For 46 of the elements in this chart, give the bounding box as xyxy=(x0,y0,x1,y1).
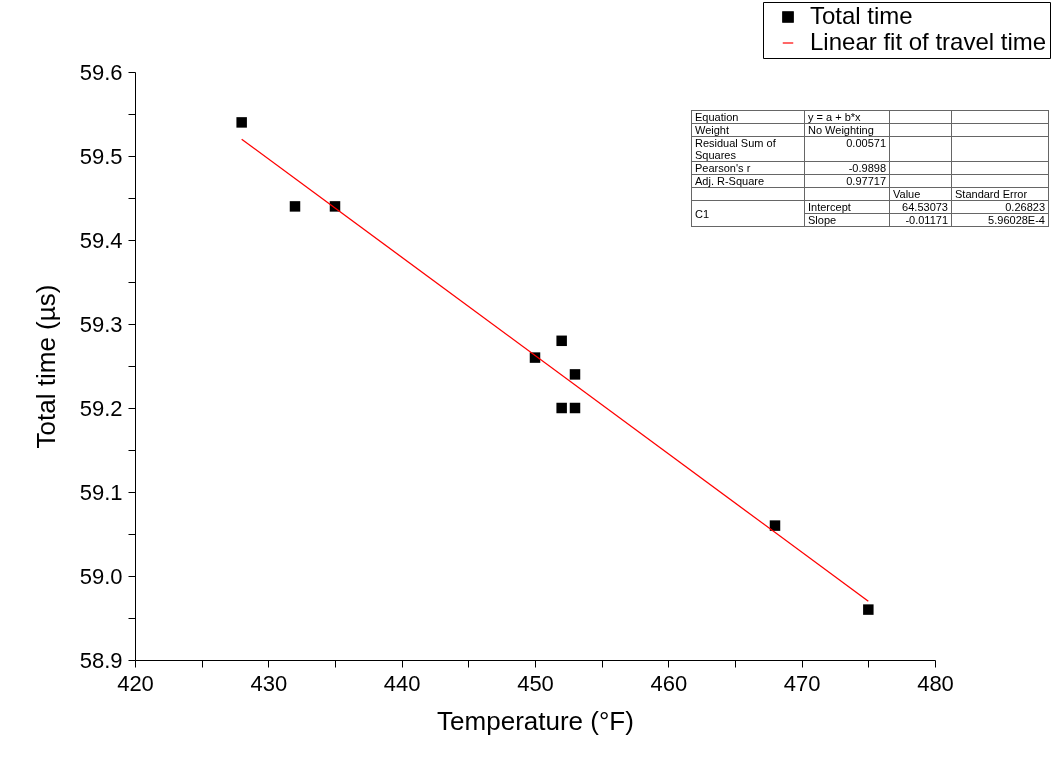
annotation: Value xyxy=(889,187,952,201)
annotation: -0.01171 xyxy=(889,213,952,227)
annotation: No Weighting xyxy=(804,123,890,137)
y-tick-label: 58.9 xyxy=(79,647,123,673)
point xyxy=(289,201,301,212)
point xyxy=(569,369,581,380)
y-tick-label: 59.3 xyxy=(79,311,123,337)
annotation: Residual Sum of Squares xyxy=(691,136,805,162)
annotation: Pearson's r xyxy=(691,161,805,175)
x-tick-label: 460 xyxy=(650,670,688,696)
annotation: 0.00571 xyxy=(804,136,890,162)
x-tick-label: 480 xyxy=(917,670,954,696)
point xyxy=(863,604,874,615)
point xyxy=(569,402,581,414)
y-tick-label: 59.0 xyxy=(79,563,123,589)
annotation: Slope xyxy=(804,213,890,227)
y-tick-label: 59.1 xyxy=(79,479,123,505)
annotation: Adj. R-Square xyxy=(691,174,805,188)
annotation: -0.9898 xyxy=(804,161,890,175)
text: Standard Error xyxy=(955,188,1028,200)
text: 0.26823 xyxy=(1005,201,1045,213)
x-tick-label: 430 xyxy=(250,670,288,696)
point xyxy=(556,335,567,347)
point xyxy=(556,402,567,414)
legend-label: Linear fit of travel time xyxy=(810,28,1047,55)
annotation: 0.97717 xyxy=(804,174,890,188)
point xyxy=(236,117,247,128)
y-tick-label: 59.4 xyxy=(79,227,123,253)
y-tick-label: 59.5 xyxy=(79,143,123,169)
annotation: 64.53073 xyxy=(889,200,952,214)
x-tick-label: 450 xyxy=(517,670,554,696)
annotation: C1 xyxy=(691,200,805,227)
x-tick-label: 470 xyxy=(783,670,821,696)
x-tick-label: 440 xyxy=(383,670,421,696)
point xyxy=(769,520,781,531)
annotation: Intercept xyxy=(804,200,890,214)
x-axis-title: Temperature (°F) xyxy=(437,705,634,736)
text: 5.96028E-4 xyxy=(988,214,1045,226)
y-tick-label: 59.6 xyxy=(79,59,123,85)
annotation: Equation xyxy=(691,110,805,124)
y-axis-title: Total time (µs) xyxy=(30,284,61,449)
x-tick-label: 420 xyxy=(117,670,154,696)
y-tick-label: 59.2 xyxy=(79,395,123,421)
legend-label: Total time xyxy=(810,2,913,29)
annotation: Weight xyxy=(691,123,805,137)
annotation: y = a + b*x xyxy=(804,110,890,124)
